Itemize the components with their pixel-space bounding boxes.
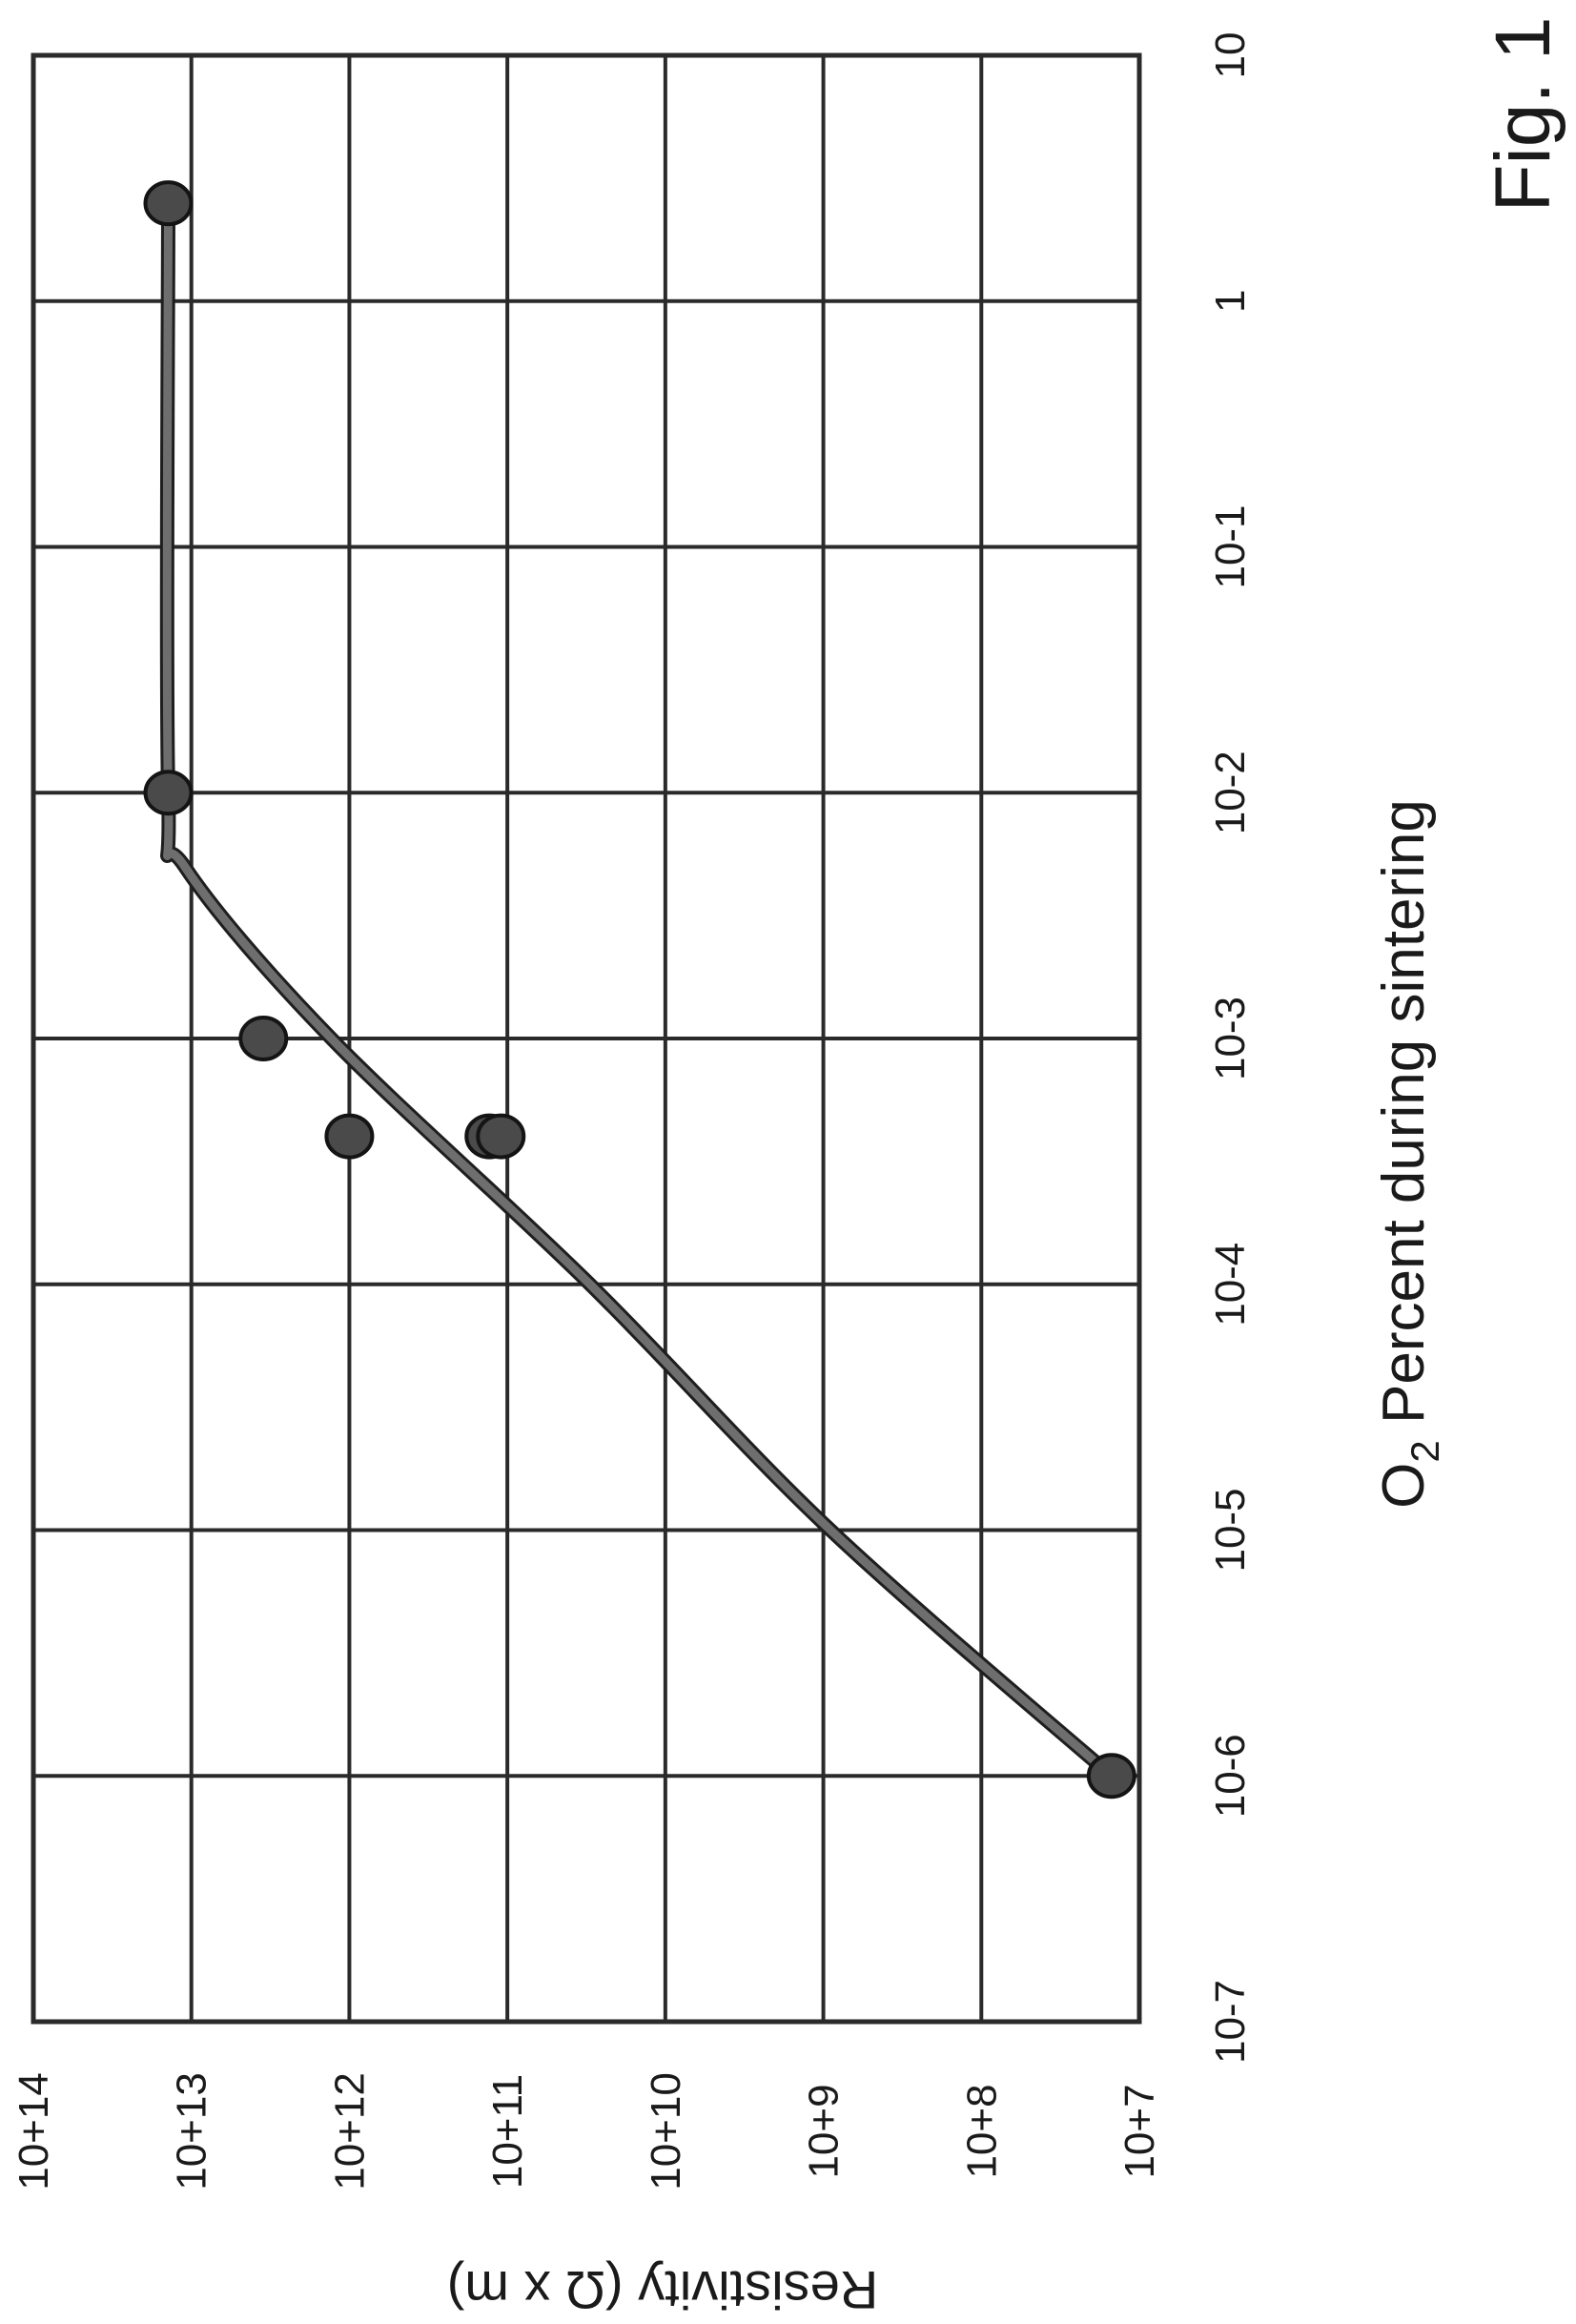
y-tick-label: 10+14: [10, 2072, 57, 2190]
x-axis-label-rest: Percent during sintering: [1371, 799, 1437, 1440]
data-point: [1086, 1753, 1136, 1800]
data-point: [476, 1113, 526, 1160]
fit-curve-outline: [159, 203, 1116, 1781]
x-tick-label: 10-6: [1207, 1734, 1254, 1818]
y-tick-label: 10+8: [958, 2084, 1005, 2178]
x-axis-label: O2 Percent during sintering: [1371, 799, 1447, 1509]
y-tick-label: 10+7: [1116, 2084, 1163, 2178]
x-tick-label: 1: [1207, 290, 1254, 313]
x-tick-label: 10-7: [1207, 1980, 1254, 2064]
fit-curve: [159, 203, 1116, 1781]
x-axis-label-subscript: 2: [1402, 1440, 1447, 1462]
data-point: [238, 1016, 289, 1061]
grid-lines: [31, 53, 1141, 2024]
fit-curve-line: [162, 203, 1115, 1779]
x-tick-label: 10-4: [1207, 1243, 1254, 1327]
x-tick-labels: 10-7 10-6 10-5 10-4 10-3 10-2 10-1 1 10: [1207, 32, 1254, 2065]
data-point: [143, 770, 194, 816]
plot-frame: [31, 52, 1142, 2025]
y-tick-label: 10+11: [484, 2074, 531, 2189]
data-points: [143, 180, 1136, 1800]
x-tick-label: 10: [1207, 32, 1254, 79]
figure-label: Fig. 1: [1480, 16, 1566, 212]
x-tick-label: 10-1: [1207, 504, 1254, 588]
y-axis-label: Resistivity (Ω x m): [447, 2260, 879, 2320]
data-point: [143, 180, 194, 227]
data-point: [324, 1113, 375, 1160]
x-tick-label: 10-2: [1207, 751, 1254, 834]
y-tick-label: 10+9: [801, 2084, 848, 2178]
y-tick-labels: 10+7 10+8 10+9 10+10 10+11 10+12 10+13 10+14: [10, 2072, 1163, 2190]
x-axis-label-main: O: [1371, 1463, 1437, 1509]
y-tick-label: 10+10: [643, 2072, 689, 2190]
y-tick-label: 10+12: [326, 2072, 373, 2190]
y-tick-label: 10+13: [169, 2072, 215, 2190]
x-tick-label: 10-5: [1207, 1488, 1254, 1572]
x-tick-label: 10-3: [1207, 997, 1254, 1080]
